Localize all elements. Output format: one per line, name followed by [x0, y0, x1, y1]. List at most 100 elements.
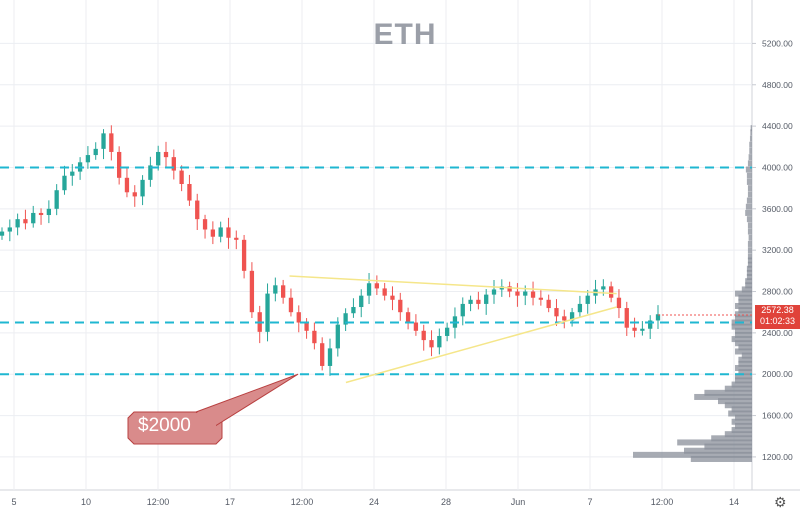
candle-body — [562, 316, 567, 321]
candle-body — [616, 297, 622, 309]
y-tick-label: 1600.00 — [762, 411, 793, 421]
candle-body — [288, 297, 294, 313]
candle-body — [366, 283, 372, 296]
volume-profile-bar — [747, 257, 752, 264]
candle-body — [468, 299, 473, 304]
candle-body — [577, 303, 583, 313]
volume-profile-bar — [747, 228, 752, 235]
candle-body — [359, 295, 364, 308]
volume-profile-bar — [728, 410, 752, 417]
volume-profile-bar — [746, 216, 752, 223]
candle-body — [507, 286, 512, 292]
volume-profile-bar — [731, 323, 752, 330]
symbol-watermark: ETH — [373, 18, 437, 51]
candle-body — [195, 200, 200, 220]
volume-profile-bar — [684, 447, 752, 454]
candle-body — [163, 151, 169, 158]
candle-body — [70, 171, 75, 176]
y-tick-label: 3600.00 — [762, 204, 793, 214]
candle-body — [538, 297, 544, 300]
candle-body — [265, 293, 270, 332]
volume-profile-bar — [746, 269, 752, 276]
volume-profile-bar — [735, 422, 752, 429]
candle-body — [460, 303, 465, 317]
volume-profile-bar — [633, 451, 752, 458]
volume-profile-bar — [738, 360, 752, 367]
candle-body — [390, 295, 395, 300]
volume-profile-bar — [746, 178, 752, 185]
x-tick-label: 7 — [587, 497, 592, 507]
volume-profile-bar — [731, 418, 752, 425]
y-tick-label: 2800.00 — [762, 287, 793, 297]
candle-body — [429, 340, 434, 348]
candle-body — [382, 288, 387, 296]
volume-profile-bar — [704, 443, 752, 450]
x-tick-label: 14 — [729, 497, 739, 507]
volume-profile-bar — [690, 455, 752, 462]
candle-body — [296, 312, 301, 323]
volume-profile-bar — [749, 147, 752, 154]
current-price-countdown: 01:02:33 — [759, 316, 796, 326]
volume-profile-bar — [747, 247, 752, 254]
candle-body — [171, 157, 176, 171]
volume-profile-bar — [747, 240, 752, 247]
candle-body — [46, 208, 52, 216]
candle-body — [640, 328, 645, 331]
triangle-upper-line — [289, 275, 617, 295]
volume-profile-bar — [738, 294, 752, 301]
candle-body — [15, 219, 20, 228]
candle-body — [148, 165, 153, 180]
y-tick-label: 2400.00 — [762, 328, 793, 338]
candle-body — [132, 192, 137, 197]
y-axis-panel — [752, 0, 800, 512]
candle-body — [124, 177, 130, 193]
y-tick-label: 5200.00 — [762, 38, 793, 48]
volume-profile-bar — [735, 315, 752, 322]
candle-body — [437, 335, 442, 348]
candle-body — [374, 283, 380, 289]
candle-body — [523, 291, 528, 296]
volume-profile-bar — [745, 209, 752, 216]
candle-body — [226, 227, 231, 238]
volume-profile-bar — [749, 135, 752, 142]
volume-profile-bar — [746, 197, 752, 204]
candle-body — [38, 212, 44, 216]
candle-body — [343, 313, 348, 325]
volume-profile-bar — [731, 381, 752, 388]
price-callout-joint — [196, 413, 216, 429]
triangle-lower-line — [345, 306, 617, 384]
volume-profile-bar — [749, 141, 752, 148]
volume-profile-bar — [746, 172, 752, 179]
volume-profile-bar — [738, 298, 752, 305]
x-tick-label: 17 — [225, 497, 235, 507]
candle-body — [179, 170, 184, 185]
volume-profile-bar — [746, 274, 752, 281]
volume-profile-bar — [735, 290, 752, 297]
candle-body — [280, 285, 286, 298]
candle-body — [585, 295, 590, 304]
volume-profile-bar — [747, 253, 752, 260]
candle-body — [0, 231, 5, 236]
volume-profile-bar — [735, 414, 752, 421]
volume-profile-bar — [748, 154, 752, 161]
x-tick-label: 28 — [441, 497, 451, 507]
candle-body — [413, 322, 419, 331]
candle-body — [273, 285, 278, 294]
volume-profile-bar — [738, 307, 752, 314]
candle-body — [85, 155, 91, 163]
y-tick-label: 2000.00 — [762, 369, 793, 379]
x-tick-label: Jun — [511, 497, 526, 507]
candle-body — [351, 307, 356, 314]
candle-body — [530, 291, 536, 298]
candle-body — [93, 148, 98, 156]
y-tick-label: 1200.00 — [762, 452, 793, 462]
candle-body — [648, 320, 653, 329]
candle-body — [320, 343, 325, 366]
volume-profile-bar — [738, 344, 752, 351]
volume-profile-bar — [745, 203, 752, 210]
volume-profile-bar — [731, 406, 752, 413]
gear-icon[interactable]: ⚙ — [774, 494, 787, 510]
volume-profile-bar — [735, 365, 752, 372]
